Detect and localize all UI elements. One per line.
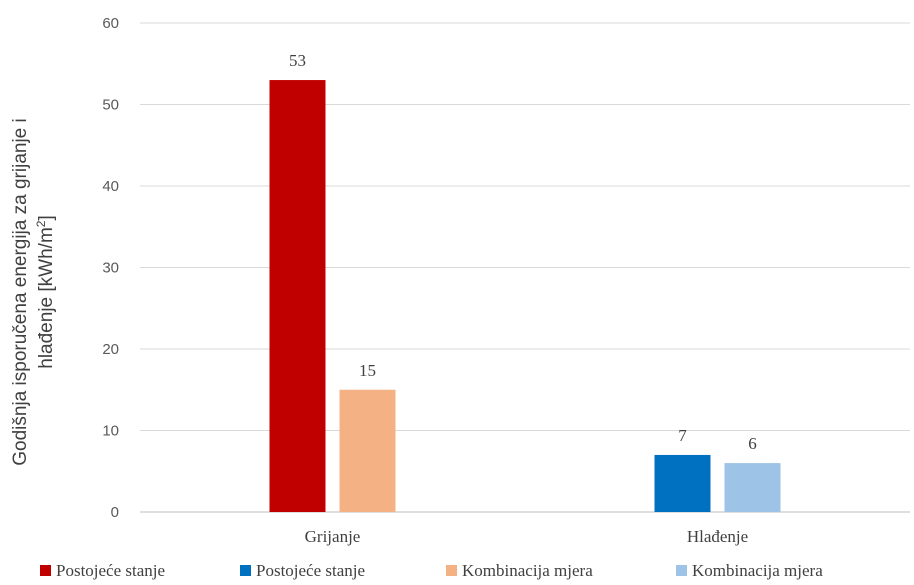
- y-tick-label: 20: [102, 341, 119, 358]
- legend-label: Postojeće stanje: [256, 561, 365, 580]
- bar: [654, 454, 711, 512]
- legend-swatch: [40, 565, 51, 576]
- legend-swatch: [240, 565, 251, 576]
- bars: [269, 80, 781, 513]
- legend-label: Kombinacija mjera: [462, 561, 593, 580]
- y-axis-label-sup: 2: [34, 220, 48, 227]
- data-label: 6: [748, 434, 757, 453]
- y-tick-label: 60: [102, 15, 119, 32]
- gridlines: [140, 22, 910, 513]
- y-tick-label: 40: [102, 178, 119, 195]
- data-label: 53: [289, 51, 306, 70]
- x-axis-categories: Grijanje Hlađenje: [305, 527, 749, 546]
- data-labels: 53 15 7 6: [289, 51, 757, 453]
- y-tick-label: 10: [102, 423, 119, 440]
- y-tick-label: 30: [102, 260, 119, 277]
- legend-label: Postojeće stanje: [56, 561, 165, 580]
- y-axis-label-end: ]: [36, 215, 57, 220]
- legend-swatch: [676, 565, 687, 576]
- y-axis-label-second: hlađenje [kWh/m2]: [34, 215, 57, 368]
- bar: [339, 389, 396, 512]
- y-axis-label-line1: Godišnja isporučena energija za grijanje…: [10, 118, 31, 465]
- legend: Postojeće stanje Postojeće stanje Kombinac…: [40, 561, 823, 580]
- y-tick-label: 50: [102, 97, 119, 114]
- data-label: 15: [359, 361, 376, 380]
- bar: [269, 80, 326, 513]
- legend-swatch: [446, 565, 457, 576]
- y-tick-label: 0: [111, 504, 119, 521]
- legend-label: Kombinacija mjera: [692, 561, 823, 580]
- y-axis-label-line2: hlađenje [kWh/m: [36, 227, 57, 369]
- y-axis-label: Godišnja isporučena energija za grijanje…: [10, 118, 31, 465]
- y-axis-ticks: 0 10 20 30 40 50 60: [102, 15, 119, 521]
- data-label: 7: [678, 426, 687, 445]
- x-category-label: Grijanje: [305, 527, 361, 546]
- x-category-label: Hlađenje: [687, 527, 748, 546]
- bar: [724, 463, 781, 512]
